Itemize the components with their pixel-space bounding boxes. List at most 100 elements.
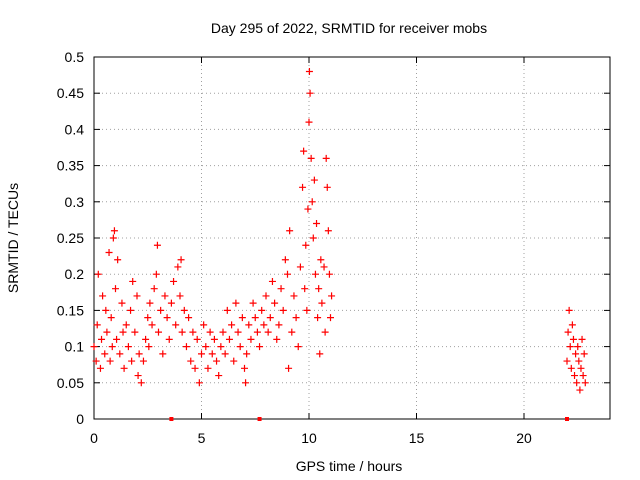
data-point bbox=[563, 357, 571, 365]
data-point bbox=[159, 350, 167, 358]
data-point bbox=[118, 299, 126, 307]
data-point bbox=[309, 234, 317, 242]
data-point bbox=[129, 277, 137, 285]
data-point bbox=[279, 306, 287, 314]
data-point bbox=[264, 328, 272, 336]
data-point bbox=[102, 306, 110, 314]
y-tick-label: 0.15 bbox=[57, 302, 84, 318]
data-point bbox=[322, 154, 330, 162]
data-point bbox=[93, 321, 101, 329]
data-point bbox=[128, 357, 136, 365]
data-point bbox=[315, 285, 323, 293]
data-point bbox=[258, 306, 266, 314]
data-point bbox=[286, 227, 294, 235]
data-point bbox=[98, 335, 106, 343]
y-tick-label: 0.4 bbox=[65, 121, 85, 137]
y-tick-label: 0.3 bbox=[65, 194, 85, 210]
data-point bbox=[103, 328, 111, 336]
data-point bbox=[105, 248, 113, 256]
data-point bbox=[114, 256, 122, 264]
data-point bbox=[145, 343, 153, 351]
data-point bbox=[210, 335, 218, 343]
data-point bbox=[271, 299, 279, 307]
data-point bbox=[307, 154, 315, 162]
data-point bbox=[281, 256, 289, 264]
data-point bbox=[101, 350, 109, 358]
data-point bbox=[223, 306, 231, 314]
x-tick-labels: 0 5 10 15 20 bbox=[90, 430, 532, 446]
data-point bbox=[200, 321, 208, 329]
data-point bbox=[108, 343, 116, 351]
data-point bbox=[107, 314, 115, 322]
data-points bbox=[90, 67, 589, 394]
data-point bbox=[581, 379, 589, 387]
data-point bbox=[195, 379, 203, 387]
data-point bbox=[256, 343, 264, 351]
axis-marker bbox=[257, 417, 262, 421]
x-tick-label: 0 bbox=[90, 430, 98, 446]
data-point bbox=[153, 241, 161, 249]
data-point bbox=[564, 328, 572, 336]
y-tick-label: 0.25 bbox=[57, 230, 84, 246]
data-point bbox=[305, 118, 313, 126]
data-point bbox=[323, 183, 331, 191]
data-point bbox=[303, 306, 311, 314]
data-point bbox=[310, 176, 318, 184]
data-point bbox=[99, 292, 107, 300]
data-point bbox=[576, 386, 584, 394]
data-point bbox=[178, 328, 186, 336]
data-point bbox=[572, 350, 580, 358]
data-point bbox=[170, 277, 178, 285]
data-point bbox=[284, 270, 291, 278]
y-tick-labels: 0 0.05 0.1 0.15 0.2 0.25 0.3 0.35 0.4 0.45 0.5 bbox=[57, 49, 84, 427]
axis-markers bbox=[169, 417, 569, 421]
data-point bbox=[567, 364, 575, 372]
y-tick-label: 0 bbox=[76, 411, 84, 427]
data-point bbox=[253, 328, 261, 336]
data-point bbox=[327, 314, 334, 322]
data-point bbox=[185, 314, 193, 322]
data-point bbox=[285, 364, 293, 372]
data-point bbox=[580, 350, 588, 358]
data-point bbox=[238, 314, 246, 322]
data-point bbox=[577, 364, 585, 372]
data-point bbox=[109, 234, 117, 242]
data-point bbox=[306, 89, 314, 97]
data-point bbox=[150, 285, 158, 293]
grid-lines bbox=[94, 57, 610, 419]
data-point bbox=[133, 292, 141, 300]
data-point bbox=[193, 335, 201, 343]
data-point bbox=[139, 357, 147, 365]
data-point bbox=[167, 299, 175, 307]
data-point bbox=[317, 256, 325, 264]
data-point bbox=[182, 343, 190, 351]
data-point bbox=[191, 364, 199, 372]
data-point bbox=[161, 292, 169, 300]
data-point bbox=[305, 67, 313, 75]
data-point bbox=[243, 350, 251, 358]
data-point bbox=[176, 292, 184, 300]
data-point bbox=[275, 321, 283, 329]
axis-marker bbox=[169, 417, 174, 421]
data-point bbox=[225, 335, 233, 343]
data-point bbox=[575, 357, 583, 365]
chart-title: Day 295 of 2022, SRMTID for receiver mob… bbox=[211, 20, 487, 36]
data-point bbox=[187, 357, 195, 365]
data-point bbox=[204, 364, 212, 372]
data-point bbox=[148, 321, 156, 329]
data-point bbox=[241, 364, 248, 372]
data-point bbox=[574, 343, 582, 351]
data-point bbox=[219, 328, 227, 336]
data-point bbox=[578, 335, 586, 343]
x-tick-label: 10 bbox=[301, 430, 317, 446]
data-point bbox=[134, 372, 142, 380]
data-point bbox=[262, 292, 270, 300]
data-point bbox=[112, 285, 119, 293]
data-point bbox=[142, 335, 150, 343]
data-point bbox=[324, 227, 332, 235]
data-point bbox=[242, 379, 250, 387]
data-point bbox=[566, 343, 574, 351]
data-point bbox=[198, 350, 205, 358]
data-point bbox=[296, 263, 304, 271]
